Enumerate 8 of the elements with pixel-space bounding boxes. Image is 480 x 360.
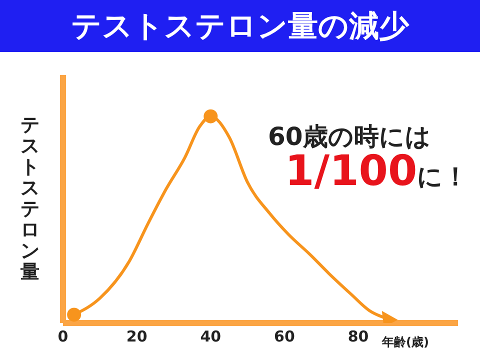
- x-tick-label: 80: [348, 328, 369, 346]
- y-axis-title: テストステロン量: [20, 114, 40, 283]
- x-tick-label: 60: [274, 328, 295, 346]
- x-axis-title: 年齢(歳): [382, 334, 429, 351]
- chart-title: テストステロン量の減少: [0, 0, 480, 52]
- x-tick-label: 40: [200, 328, 222, 346]
- x-tick-label: 20: [126, 328, 148, 346]
- x-tick-label: 0: [58, 328, 68, 346]
